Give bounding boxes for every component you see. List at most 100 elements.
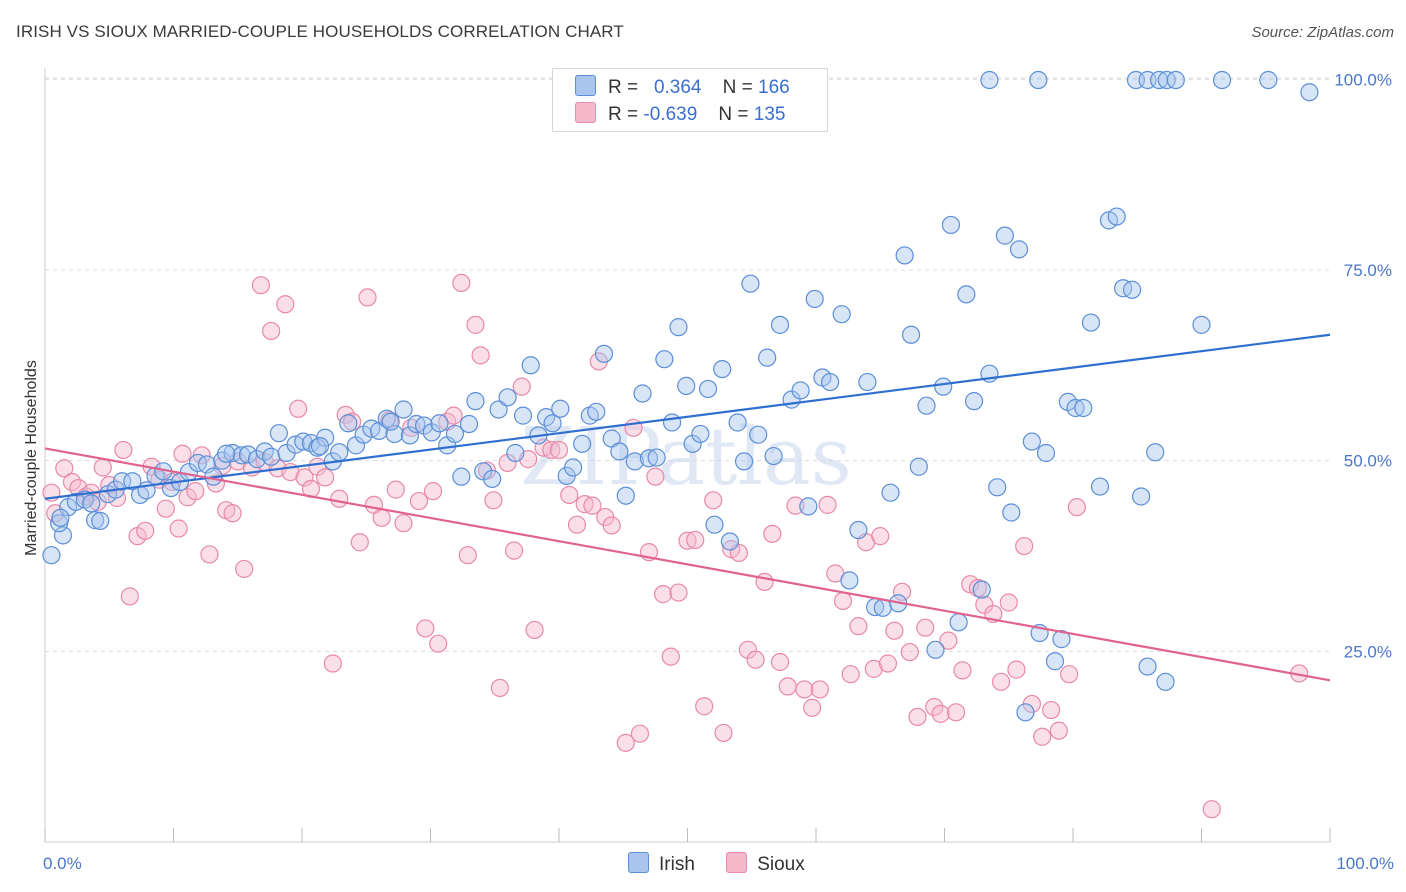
irish-point	[489, 400, 508, 419]
n-label: N =	[718, 104, 749, 125]
sioux-point	[746, 650, 765, 669]
irish-point	[610, 442, 629, 461]
irish-point	[459, 414, 479, 434]
sioux-point	[350, 533, 369, 552]
sioux-point	[778, 677, 797, 696]
irish-point	[564, 458, 583, 477]
legend-label-irish: Irish	[659, 854, 695, 875]
sioux-point	[330, 489, 349, 508]
irish-point	[770, 315, 790, 334]
irish-point	[513, 406, 533, 425]
sioux-point	[409, 491, 429, 511]
irish-point	[188, 453, 208, 473]
irish-point	[543, 414, 562, 433]
sioux-point	[498, 453, 517, 473]
irish-point	[1036, 443, 1056, 463]
irish-swatch-icon	[575, 75, 596, 96]
irish-point	[633, 384, 652, 403]
irish-point	[394, 400, 413, 419]
sioux-point	[173, 444, 192, 463]
irish-point	[934, 377, 953, 396]
irish-point	[758, 348, 777, 367]
sioux-point	[549, 440, 569, 460]
sioux-point	[560, 485, 579, 505]
sioux-point	[55, 459, 74, 478]
sioux-point	[616, 733, 635, 752]
sioux-point	[999, 593, 1018, 612]
irish-point	[980, 70, 999, 90]
sioux-point	[490, 678, 509, 698]
irish-point	[521, 356, 540, 375]
sioux-point	[136, 521, 155, 540]
irish-point	[1066, 398, 1085, 418]
irish-point	[988, 478, 1007, 497]
irish-point	[400, 426, 420, 445]
sioux-point	[423, 482, 443, 501]
sioux-point	[484, 491, 503, 510]
sioux-point	[939, 631, 958, 650]
irish-point	[647, 448, 666, 467]
sioux-point	[931, 704, 950, 723]
sioux-point	[429, 634, 448, 653]
irish-point	[86, 511, 105, 530]
sioux-point	[1202, 800, 1221, 819]
irish-point	[1300, 83, 1319, 102]
legend-row-irish: R = 0.364 N = 166	[575, 75, 790, 99]
sioux-point	[471, 346, 490, 365]
r-label: R =	[608, 77, 639, 98]
irish-points	[42, 70, 1319, 722]
sioux-point	[803, 698, 822, 717]
legend-item-sioux[interactable]: Sioux	[726, 852, 805, 876]
irish-point	[1166, 70, 1185, 90]
irish-point	[1114, 279, 1133, 298]
irish-point	[573, 434, 592, 453]
sioux-point	[908, 707, 927, 727]
irish-point	[764, 446, 783, 466]
sioux-point	[444, 406, 463, 425]
irish-point	[639, 449, 659, 468]
chart-title: IRISH VS SIOUX MARRIED-COUPLE HOUSEHOLDS…	[16, 22, 624, 41]
irish-point	[741, 274, 760, 293]
sioux-point	[452, 273, 471, 293]
irish-point	[422, 423, 441, 442]
sioux-point	[1060, 665, 1079, 684]
irish-point	[445, 424, 465, 444]
sioux-point	[686, 530, 705, 550]
irish-point	[82, 494, 101, 513]
sioux-points	[42, 273, 1309, 819]
sioux-point	[542, 440, 561, 460]
legend-item-irish[interactable]: Irish	[628, 852, 695, 876]
irish-point	[217, 444, 236, 463]
sioux-point	[946, 703, 966, 722]
sioux-point	[1049, 721, 1068, 740]
x-tick-label: 0.0%	[43, 854, 82, 873]
irish-point	[1132, 487, 1151, 506]
irish-point	[669, 318, 688, 337]
tick-labels: 25.0% 50.0% 75.0% 100.0% 0.0% 100.0%	[43, 70, 1394, 873]
irish-point	[414, 416, 434, 435]
series-legend: Irish Sioux	[628, 852, 831, 876]
irish-point	[594, 344, 614, 363]
sioux-point	[156, 499, 175, 518]
sioux-swatch-icon	[726, 852, 748, 873]
sioux-point	[833, 591, 853, 611]
irish-point	[734, 452, 754, 471]
irish-point	[587, 402, 606, 421]
sioux-point	[1067, 498, 1086, 517]
irish-point	[1123, 280, 1142, 299]
irish-point	[1107, 207, 1126, 226]
irish-r-value: 0.364	[653, 77, 702, 98]
sioux-point	[1033, 727, 1052, 746]
sioux-point	[235, 559, 254, 579]
r-label: R =	[608, 104, 639, 125]
n-label: N =	[722, 77, 753, 98]
irish-point	[483, 469, 502, 489]
irish-point	[849, 520, 868, 540]
irish-point	[805, 289, 824, 309]
irish-point	[840, 571, 859, 590]
watermark: ZIPatlas	[520, 410, 852, 503]
sioux-point	[755, 572, 774, 592]
irish-point	[247, 450, 267, 469]
irish-point	[269, 424, 288, 443]
irish-point	[821, 372, 840, 392]
